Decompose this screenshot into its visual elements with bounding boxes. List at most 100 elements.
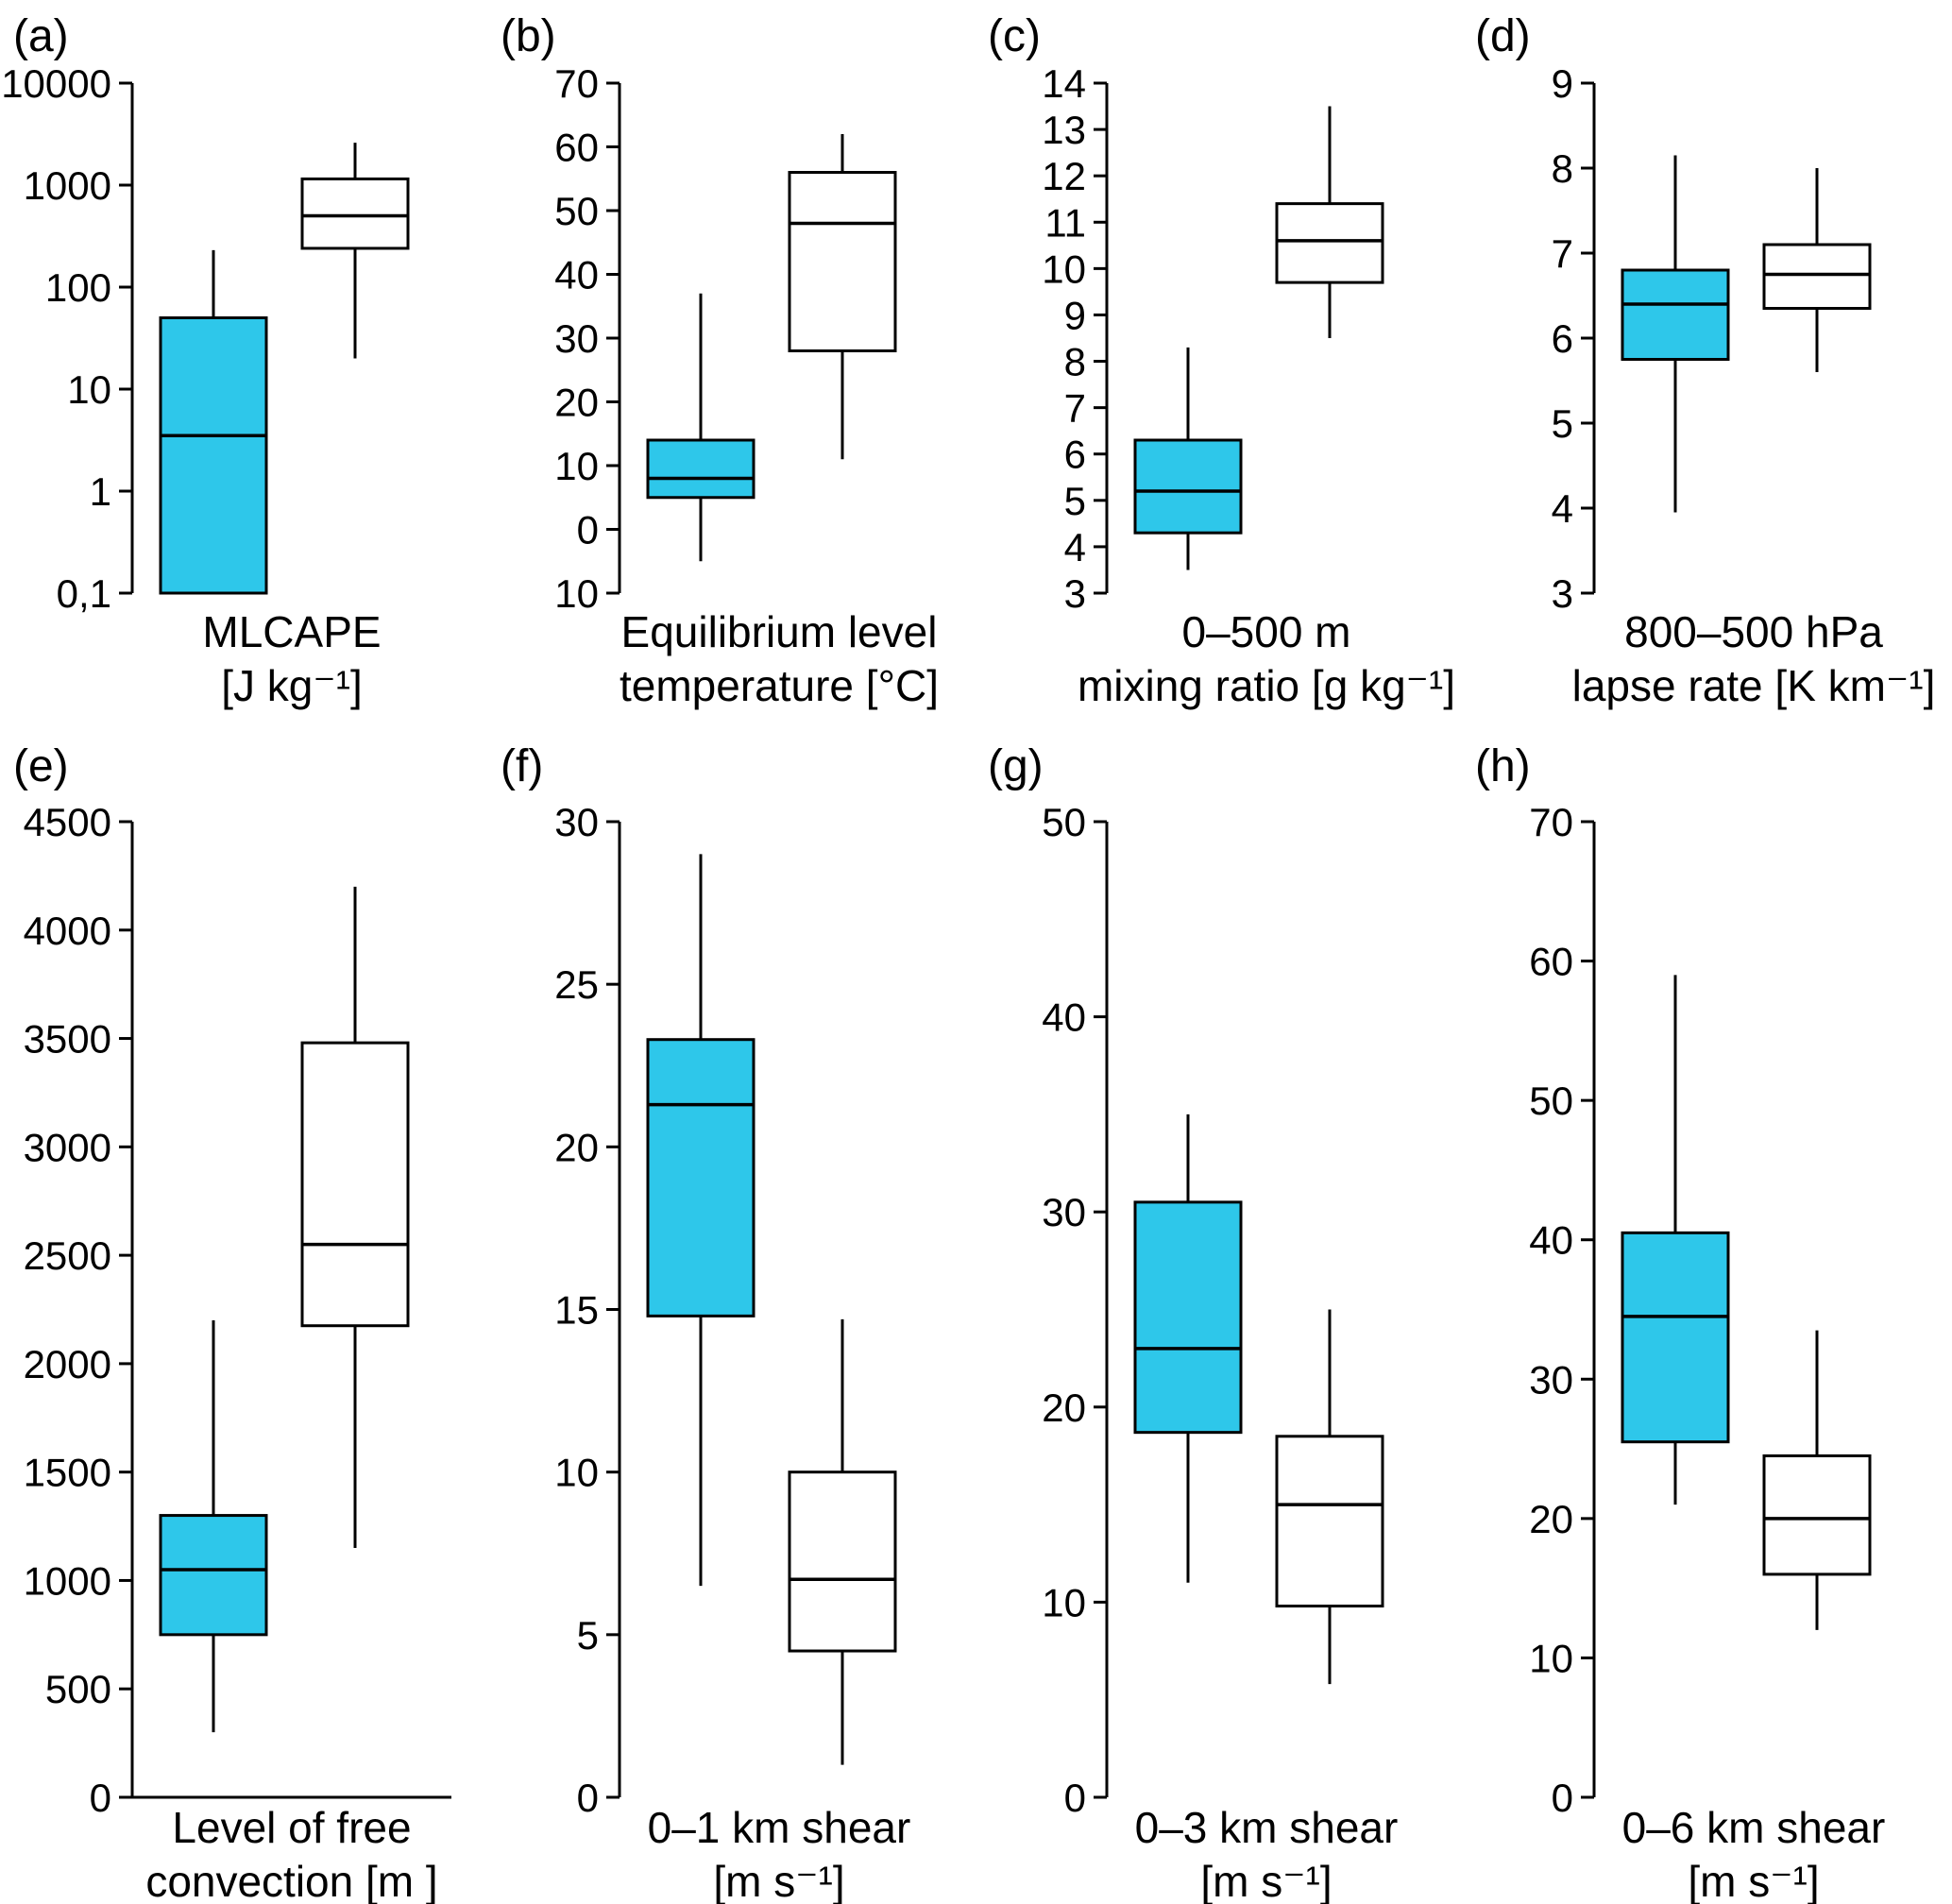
y-tick-label: 6 <box>1552 316 1573 361</box>
y-tick-label: 5 <box>1064 479 1086 523</box>
y-tick-label: 0 <box>577 508 599 552</box>
y-tick-label: 1000 <box>24 1558 111 1603</box>
box-group-2-white <box>300 177 410 250</box>
y-tick-label: 9 <box>1552 61 1573 106</box>
y-tick-label: 10 <box>1529 1636 1573 1680</box>
x-axis-label-line1: 0–1 km shear <box>648 1803 911 1852</box>
x-axis-label-line1: 0–6 km shear <box>1622 1803 1886 1852</box>
box-group-1-cyan <box>159 316 268 595</box>
panel-h-plot: (h) 70 60 50 40 30 20 10 0 0–6 km shear [m s⁻¹] <box>1475 741 1886 1904</box>
x-axis-label-line1: Level of free <box>172 1803 411 1852</box>
x-axis-label-line2: [m s⁻¹] <box>1688 1857 1819 1904</box>
panel-e: (e) 4500 4000 3500 3000 2500 2000 1500 1000 500 0 L… <box>0 722 487 1904</box>
y-tick-label: 9 <box>1064 293 1086 337</box>
box-group-1-cyan <box>646 1038 755 1318</box>
y-tick-label: 3500 <box>24 1017 111 1062</box>
y-tick-label: 10 <box>554 444 599 488</box>
panel-letter: (h) <box>1475 741 1531 791</box>
y-tick-label: 20 <box>1529 1497 1573 1541</box>
y-tick-label: 500 <box>45 1667 111 1711</box>
x-axis-label-line2: mixing ratio [g kg⁻¹] <box>1078 661 1455 710</box>
y-tick-label: 0 <box>90 1776 111 1820</box>
y-tick-label: 4 <box>1064 525 1086 570</box>
y-tick-label: 1000 <box>24 163 111 208</box>
panel-h: (h) 70 60 50 40 30 20 10 0 0–6 km shear [m s⁻¹] <box>1462 722 1949 1904</box>
y-tick-label: 4000 <box>24 909 111 953</box>
box-group-2-white <box>300 1041 410 1328</box>
y-tick-label: 8 <box>1552 146 1573 191</box>
y-tick-label: 50 <box>1042 800 1086 844</box>
y-tick-label: 10 <box>67 367 111 412</box>
y-tick-label: 100 <box>45 265 111 310</box>
panel-a: (a) 10000 1000 100 10 1 0,1 MLCAPE [J kg⁻¹] <box>0 0 487 722</box>
panel-d-plot: (d) 9 8 7 6 5 4 3 800–500 hPa lapse rate [K km⁻¹] <box>1475 11 1936 710</box>
panel-letter: (c) <box>988 11 1041 61</box>
y-tick-label: 4 <box>1552 486 1573 531</box>
y-tick-label: 25 <box>554 962 599 1007</box>
panel-letter: (d) <box>1475 11 1531 61</box>
box-group-1-cyan <box>1621 1231 1730 1444</box>
y-tick-label: 11 <box>1044 200 1086 245</box>
panel-d: (d) 9 8 7 6 5 4 3 800–500 hPa lapse rate [K km⁻¹] <box>1462 0 1949 722</box>
panel-g-plot: (g) 50 40 30 20 10 0 0–3 km shear [m s⁻¹] <box>988 741 1399 1904</box>
panel-a-plot: (a)10000 1000 100 10 1 0,1 MLCAPE [J kg⁻¹] <box>1 11 410 710</box>
y-tick-label: 20 <box>1042 1386 1086 1430</box>
box-group-2-white <box>788 1470 897 1653</box>
y-tick-label: 15 <box>554 1288 599 1333</box>
y-tick-label: 20 <box>554 1125 599 1169</box>
y-tick-label: 0 <box>1552 1776 1573 1820</box>
y-tick-label: 3000 <box>24 1125 111 1169</box>
x-axis-label-line2: temperature [°C] <box>620 661 939 710</box>
x-axis-label-line2: lapse rate [K km⁻¹] <box>1572 661 1936 710</box>
y-tick-label: 60 <box>1529 940 1573 984</box>
y-tick-label: 5 <box>577 1613 599 1658</box>
panel-b-plot: (b)70 60 50 40 30 20 10 0 10 Equilibrium level tem… <box>501 11 939 710</box>
panel-g: (g) 50 40 30 20 10 0 0–3 km shear [m s⁻¹] <box>975 722 1462 1904</box>
x-axis-label-line1: MLCAPE <box>202 607 381 656</box>
y-tick-label: 0 <box>1064 1776 1086 1820</box>
x-axis-label-line2: [m s⁻¹] <box>1200 1857 1332 1904</box>
y-tick-label: 50 <box>1529 1079 1573 1123</box>
y-tick-label: 4500 <box>24 800 111 844</box>
y-tick-label: 10 <box>1042 246 1086 291</box>
box-group-2-white <box>1762 243 1872 310</box>
y-tick-label: 1500 <box>24 1451 111 1495</box>
y-tick-label: 1 <box>90 469 111 514</box>
y-tick-label: 0 <box>577 1776 599 1820</box>
y-tick-label: 10000 <box>1 61 111 106</box>
y-tick-label: 70 <box>554 61 599 106</box>
x-axis-label-line1: 800–500 hPa <box>1624 607 1883 656</box>
y-tick-label: 8 <box>1064 340 1086 384</box>
y-tick-label: 10 <box>1042 1580 1086 1624</box>
panel-f-plot: (f) 30 25 20 15 10 5 0 0–1 km shear [m s⁻¹] <box>501 741 911 1904</box>
box-group-2-white <box>1275 1435 1384 1608</box>
y-tick-label: 5 <box>1552 401 1573 446</box>
y-tick-label: 30 <box>1529 1357 1573 1402</box>
box-group-1-cyan <box>159 1514 268 1637</box>
box-group-2-white <box>1275 202 1384 284</box>
y-tick-label: 12 <box>1042 154 1086 198</box>
y-tick-label: 6 <box>1064 433 1086 477</box>
x-axis-label-line2: [m s⁻¹] <box>713 1857 844 1904</box>
y-tick-label: 30 <box>554 800 599 844</box>
panel-b: (b) 70 60 50 40 30 20 10 0 10 Equilibrium level tem… <box>487 0 975 722</box>
x-axis-label-line1: Equilibrium level <box>621 607 938 656</box>
y-tick-label: 30 <box>554 316 599 361</box>
y-tick-label: 20 <box>554 381 599 425</box>
y-tick-label: 0,1 <box>57 571 111 616</box>
y-tick-label: 40 <box>1529 1218 1573 1263</box>
x-axis-label-line1: 0–3 km shear <box>1135 1803 1399 1852</box>
panel-letter: (f) <box>501 741 543 791</box>
y-tick-label: 40 <box>554 253 599 298</box>
x-axis-label-line2: convection [m ] <box>145 1857 437 1904</box>
y-tick-label: 2000 <box>24 1342 111 1386</box>
y-tick-label: 60 <box>554 126 599 170</box>
panel-letter: (e) <box>13 741 69 791</box>
box-group-1-cyan <box>1133 438 1243 535</box>
panel-letter: (g) <box>988 741 1044 791</box>
y-tick-label: 10 <box>554 571 599 616</box>
box-group-2-white <box>788 171 897 352</box>
y-tick-label: 3 <box>1064 571 1086 616</box>
